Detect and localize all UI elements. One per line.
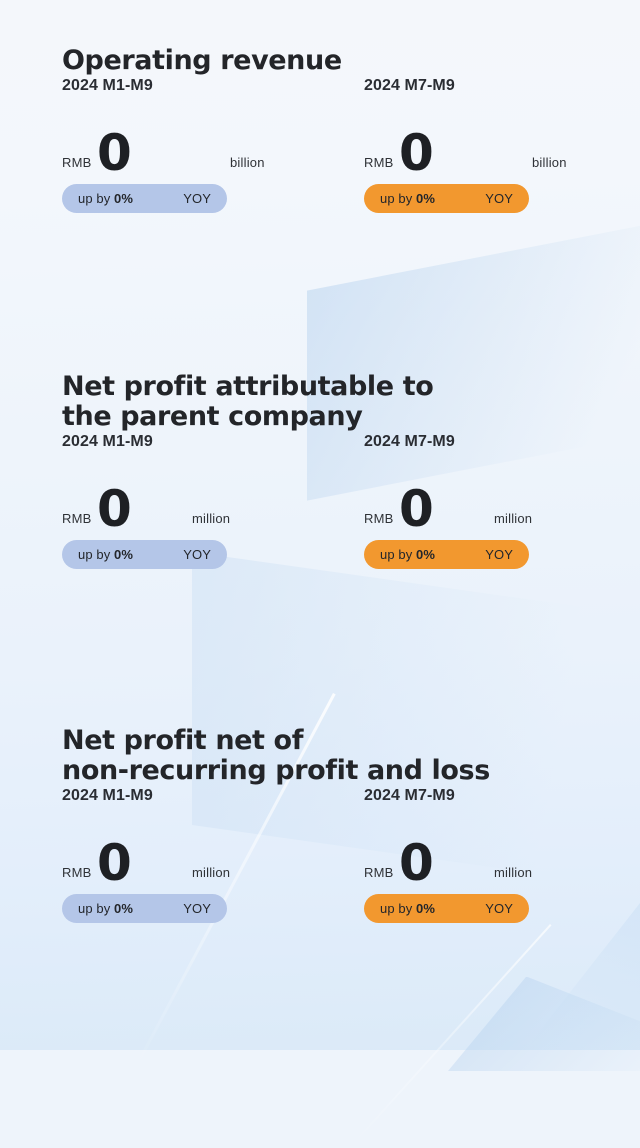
unit-label: million [494, 511, 533, 526]
section-operating-revenue: Operating revenue 2024 M1-M9 RMB 0 billi… [0, 46, 640, 226]
metric-group: 2024 M1-M9 RMB 0 million up by 0% YOY 20… [0, 432, 640, 582]
yoy-change-text: up by 0% [78, 191, 134, 206]
currency-label: RMB [364, 511, 394, 526]
metric-value-row: RMB 0 billion [364, 116, 640, 178]
metric-value: 0 [399, 480, 434, 538]
section-net-profit-non-recurring: Net profit net of non-recurring profit a… [0, 726, 640, 936]
metric-period-label: 2024 M7-M9 [364, 787, 455, 804]
yoy-change-text: up by 0% [78, 901, 134, 916]
metric-period-label: 2024 M1-M9 [62, 433, 153, 450]
section-title: Net profit attributable to the parent co… [62, 371, 434, 432]
metric-period-label: 2024 M1-M9 [62, 77, 153, 94]
yoy-suffix-label: YOY [485, 901, 513, 916]
yoy-suffix-label: YOY [485, 547, 513, 562]
currency-label: RMB [62, 865, 92, 880]
metric-card: 2024 M7-M9 RMB 0 million up by 0% YOY [364, 786, 640, 923]
section-title: Operating revenue [62, 45, 342, 76]
currency-label: RMB [364, 865, 394, 880]
metric-period-label: 2024 M7-M9 [364, 77, 455, 94]
yoy-badge[interactable]: up by 0% YOY [62, 540, 227, 569]
metric-card: 2024 M7-M9 RMB 0 billion up by 0% YOY [364, 76, 640, 213]
yoy-badge[interactable]: up by 0% YOY [62, 894, 227, 923]
currency-label: RMB [364, 155, 394, 170]
metric-card: 2024 M1-M9 RMB 0 billion up by 0% YOY [62, 76, 362, 213]
metric-group: 2024 M1-M9 RMB 0 billion up by 0% YOY 20… [0, 76, 640, 226]
metric-value: 0 [97, 834, 132, 892]
yoy-change-text: up by 0% [380, 901, 436, 916]
metric-card: 2024 M1-M9 RMB 0 million up by 0% YOY [62, 432, 362, 569]
metric-card: 2024 M7-M9 RMB 0 million up by 0% YOY [364, 432, 640, 569]
unit-label: million [192, 511, 231, 526]
metric-card: 2024 M1-M9 RMB 0 million up by 0% YOY [62, 786, 362, 923]
unit-label: billion [532, 155, 567, 170]
yoy-badge[interactable]: up by 0% YOY [364, 184, 529, 213]
metric-value: 0 [97, 124, 132, 182]
yoy-suffix-label: YOY [183, 547, 211, 562]
metric-value: 0 [97, 480, 132, 538]
yoy-change-text: up by 0% [380, 191, 436, 206]
metric-value: 0 [399, 124, 434, 182]
metric-value-row: RMB 0 million [62, 826, 362, 888]
yoy-badge[interactable]: up by 0% YOY [364, 540, 529, 569]
yoy-suffix-label: YOY [485, 191, 513, 206]
unit-label: million [192, 865, 231, 880]
section-net-profit-parent-company: Net profit attributable to the parent co… [0, 372, 640, 582]
metric-value-row: RMB 0 billion [62, 116, 362, 178]
currency-label: RMB [62, 155, 92, 170]
metric-value: 0 [399, 834, 434, 892]
section-title: Net profit net of non-recurring profit a… [62, 725, 490, 786]
yoy-change-text: up by 0% [78, 547, 134, 562]
yoy-change-text: up by 0% [380, 547, 436, 562]
metric-value-row: RMB 0 million [62, 472, 362, 534]
yoy-badge[interactable]: up by 0% YOY [364, 894, 529, 923]
metric-period-label: 2024 M1-M9 [62, 787, 153, 804]
metric-period-label: 2024 M7-M9 [364, 433, 455, 450]
yoy-suffix-label: YOY [183, 901, 211, 916]
yoy-suffix-label: YOY [183, 191, 211, 206]
unit-label: billion [230, 155, 265, 170]
unit-label: million [494, 865, 533, 880]
background-gradient [0, 0, 640, 1050]
metric-value-row: RMB 0 million [364, 472, 640, 534]
metric-group: 2024 M1-M9 RMB 0 million up by 0% YOY 20… [0, 786, 640, 936]
yoy-badge[interactable]: up by 0% YOY [62, 184, 227, 213]
financial-highlights-page: Operating revenue 2024 M1-M9 RMB 0 billi… [0, 46, 640, 936]
currency-label: RMB [62, 511, 92, 526]
metric-value-row: RMB 0 million [364, 826, 640, 888]
